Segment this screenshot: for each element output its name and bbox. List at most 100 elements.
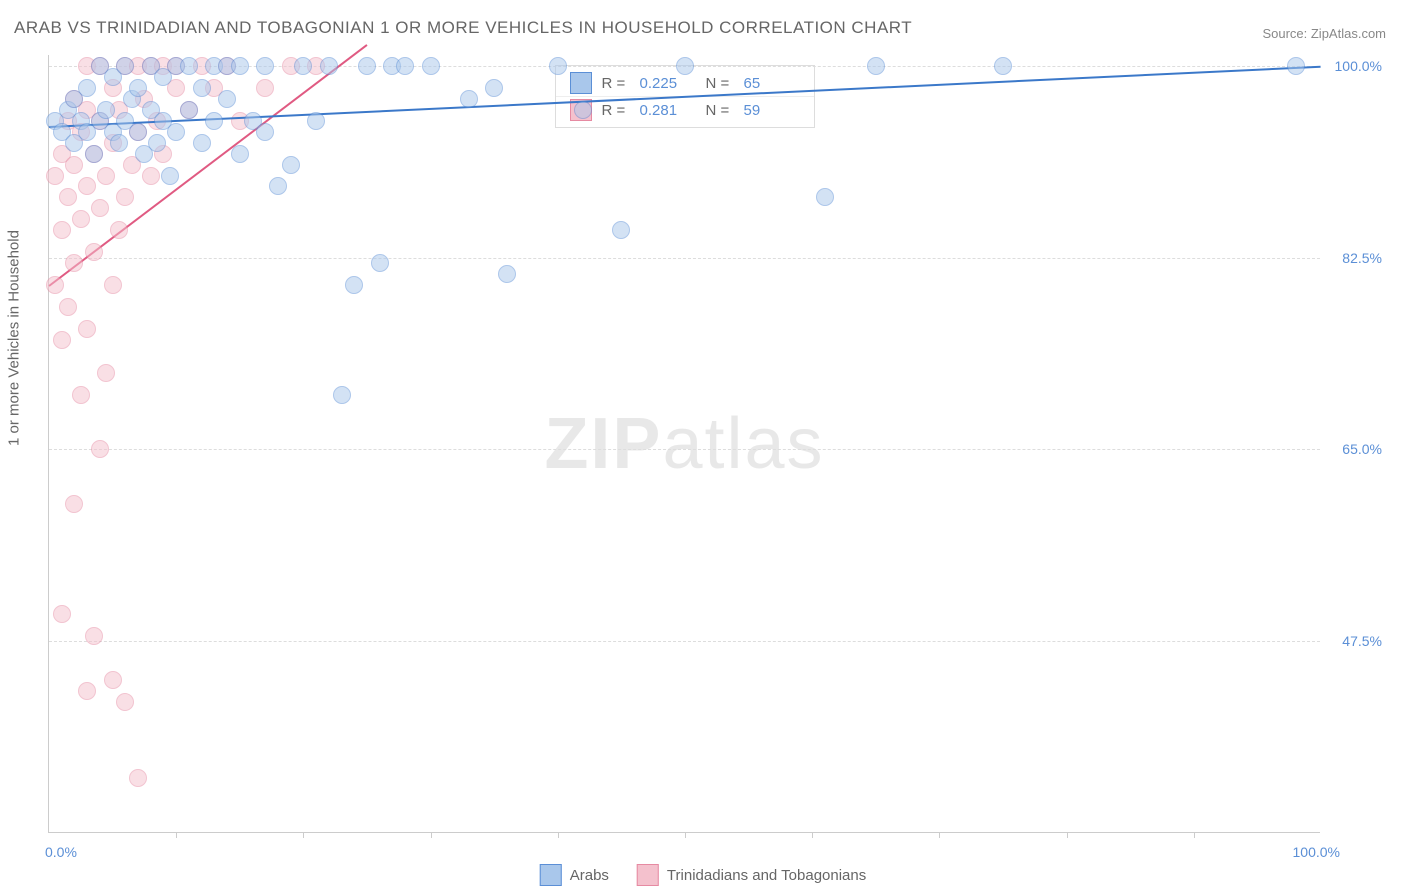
data-point <box>345 276 363 294</box>
data-point <box>97 101 115 119</box>
data-point <box>110 221 128 239</box>
data-point <box>65 254 83 272</box>
stat-r-value-trinidad: 0.281 <box>640 102 696 119</box>
data-point <box>85 243 103 261</box>
data-point <box>574 101 592 119</box>
legend-label-trinidad: Trinidadians and Tobagonians <box>667 867 866 884</box>
x-tick <box>685 832 686 838</box>
swatch-arabs <box>570 72 592 94</box>
grid-line <box>49 258 1320 259</box>
data-point <box>116 693 134 711</box>
x-label-left: 0.0% <box>45 844 77 860</box>
data-point <box>307 112 325 130</box>
data-point <box>110 134 128 152</box>
stat-r-value-arabs: 0.225 <box>640 75 696 92</box>
chart-title: ARAB VS TRINIDADIAN AND TOBAGONIAN 1 OR … <box>14 18 912 38</box>
data-point <box>142 167 160 185</box>
x-tick <box>939 832 940 838</box>
data-point <box>53 605 71 623</box>
data-point <box>129 123 147 141</box>
data-point <box>193 79 211 97</box>
data-point <box>85 145 103 163</box>
data-point <box>205 112 223 130</box>
data-point <box>180 101 198 119</box>
data-point <box>116 57 134 75</box>
data-point <box>218 90 236 108</box>
data-point <box>816 188 834 206</box>
y-tick-label: 65.0% <box>1342 441 1382 457</box>
legend-item-arabs: Arabs <box>540 864 609 886</box>
data-point <box>167 123 185 141</box>
data-point <box>256 57 274 75</box>
stat-n-label: N = <box>706 102 734 119</box>
x-tick <box>303 832 304 838</box>
legend: Arabs Trinidadians and Tobagonians <box>540 864 867 886</box>
x-tick <box>812 832 813 838</box>
data-point <box>358 57 376 75</box>
data-point <box>371 254 389 272</box>
legend-swatch-trinidad <box>637 864 659 886</box>
legend-swatch-arabs <box>540 864 562 886</box>
y-tick-label: 47.5% <box>1342 633 1382 649</box>
data-point <box>498 265 516 283</box>
data-point <box>676 57 694 75</box>
data-point <box>116 188 134 206</box>
data-point <box>161 167 179 185</box>
x-tick <box>558 832 559 838</box>
watermark-light: atlas <box>662 404 824 484</box>
data-point <box>180 57 198 75</box>
data-point <box>485 79 503 97</box>
watermark: ZIPatlas <box>544 403 824 485</box>
data-point <box>282 156 300 174</box>
data-point <box>65 495 83 513</box>
data-point <box>85 627 103 645</box>
data-point <box>78 320 96 338</box>
plot-area: ZIPatlas R = 0.225 N = 65 R = 0.281 N = … <box>48 55 1320 833</box>
legend-item-trinidad: Trinidadians and Tobagonians <box>637 864 866 886</box>
data-point <box>1287 57 1305 75</box>
stat-n-value-arabs: 65 <box>744 75 800 92</box>
data-point <box>460 90 478 108</box>
data-point <box>333 386 351 404</box>
y-tick-label: 100.0% <box>1335 58 1382 74</box>
data-point <box>193 134 211 152</box>
data-point <box>78 177 96 195</box>
data-point <box>78 79 96 97</box>
grid-line <box>49 641 1320 642</box>
stat-r-label: R = <box>602 75 630 92</box>
data-point <box>59 298 77 316</box>
x-label-right: 100.0% <box>1293 844 1340 860</box>
data-point <box>256 123 274 141</box>
data-point <box>72 386 90 404</box>
data-point <box>129 769 147 787</box>
data-point <box>53 221 71 239</box>
data-point <box>72 210 90 228</box>
data-point <box>612 221 630 239</box>
stat-n-label: N = <box>706 75 734 92</box>
data-point <box>53 331 71 349</box>
data-point <box>91 199 109 217</box>
data-point <box>78 682 96 700</box>
x-tick <box>1067 832 1068 838</box>
data-point <box>320 57 338 75</box>
data-point <box>549 57 567 75</box>
data-point <box>46 276 64 294</box>
data-point <box>294 57 312 75</box>
data-point <box>97 364 115 382</box>
grid-line <box>49 449 1320 450</box>
data-point <box>396 57 414 75</box>
x-tick <box>1194 832 1195 838</box>
data-point <box>231 145 249 163</box>
x-tick <box>431 832 432 838</box>
data-point <box>231 57 249 75</box>
x-tick <box>176 832 177 838</box>
y-axis-label: 1 or more Vehicles in Household <box>6 230 23 446</box>
legend-label-arabs: Arabs <box>570 867 609 884</box>
data-point <box>65 156 83 174</box>
data-point <box>269 177 287 195</box>
stat-r-label: R = <box>602 102 630 119</box>
data-point <box>104 276 122 294</box>
data-point <box>97 167 115 185</box>
data-point <box>148 134 166 152</box>
stat-n-value-trinidad: 59 <box>744 102 800 119</box>
